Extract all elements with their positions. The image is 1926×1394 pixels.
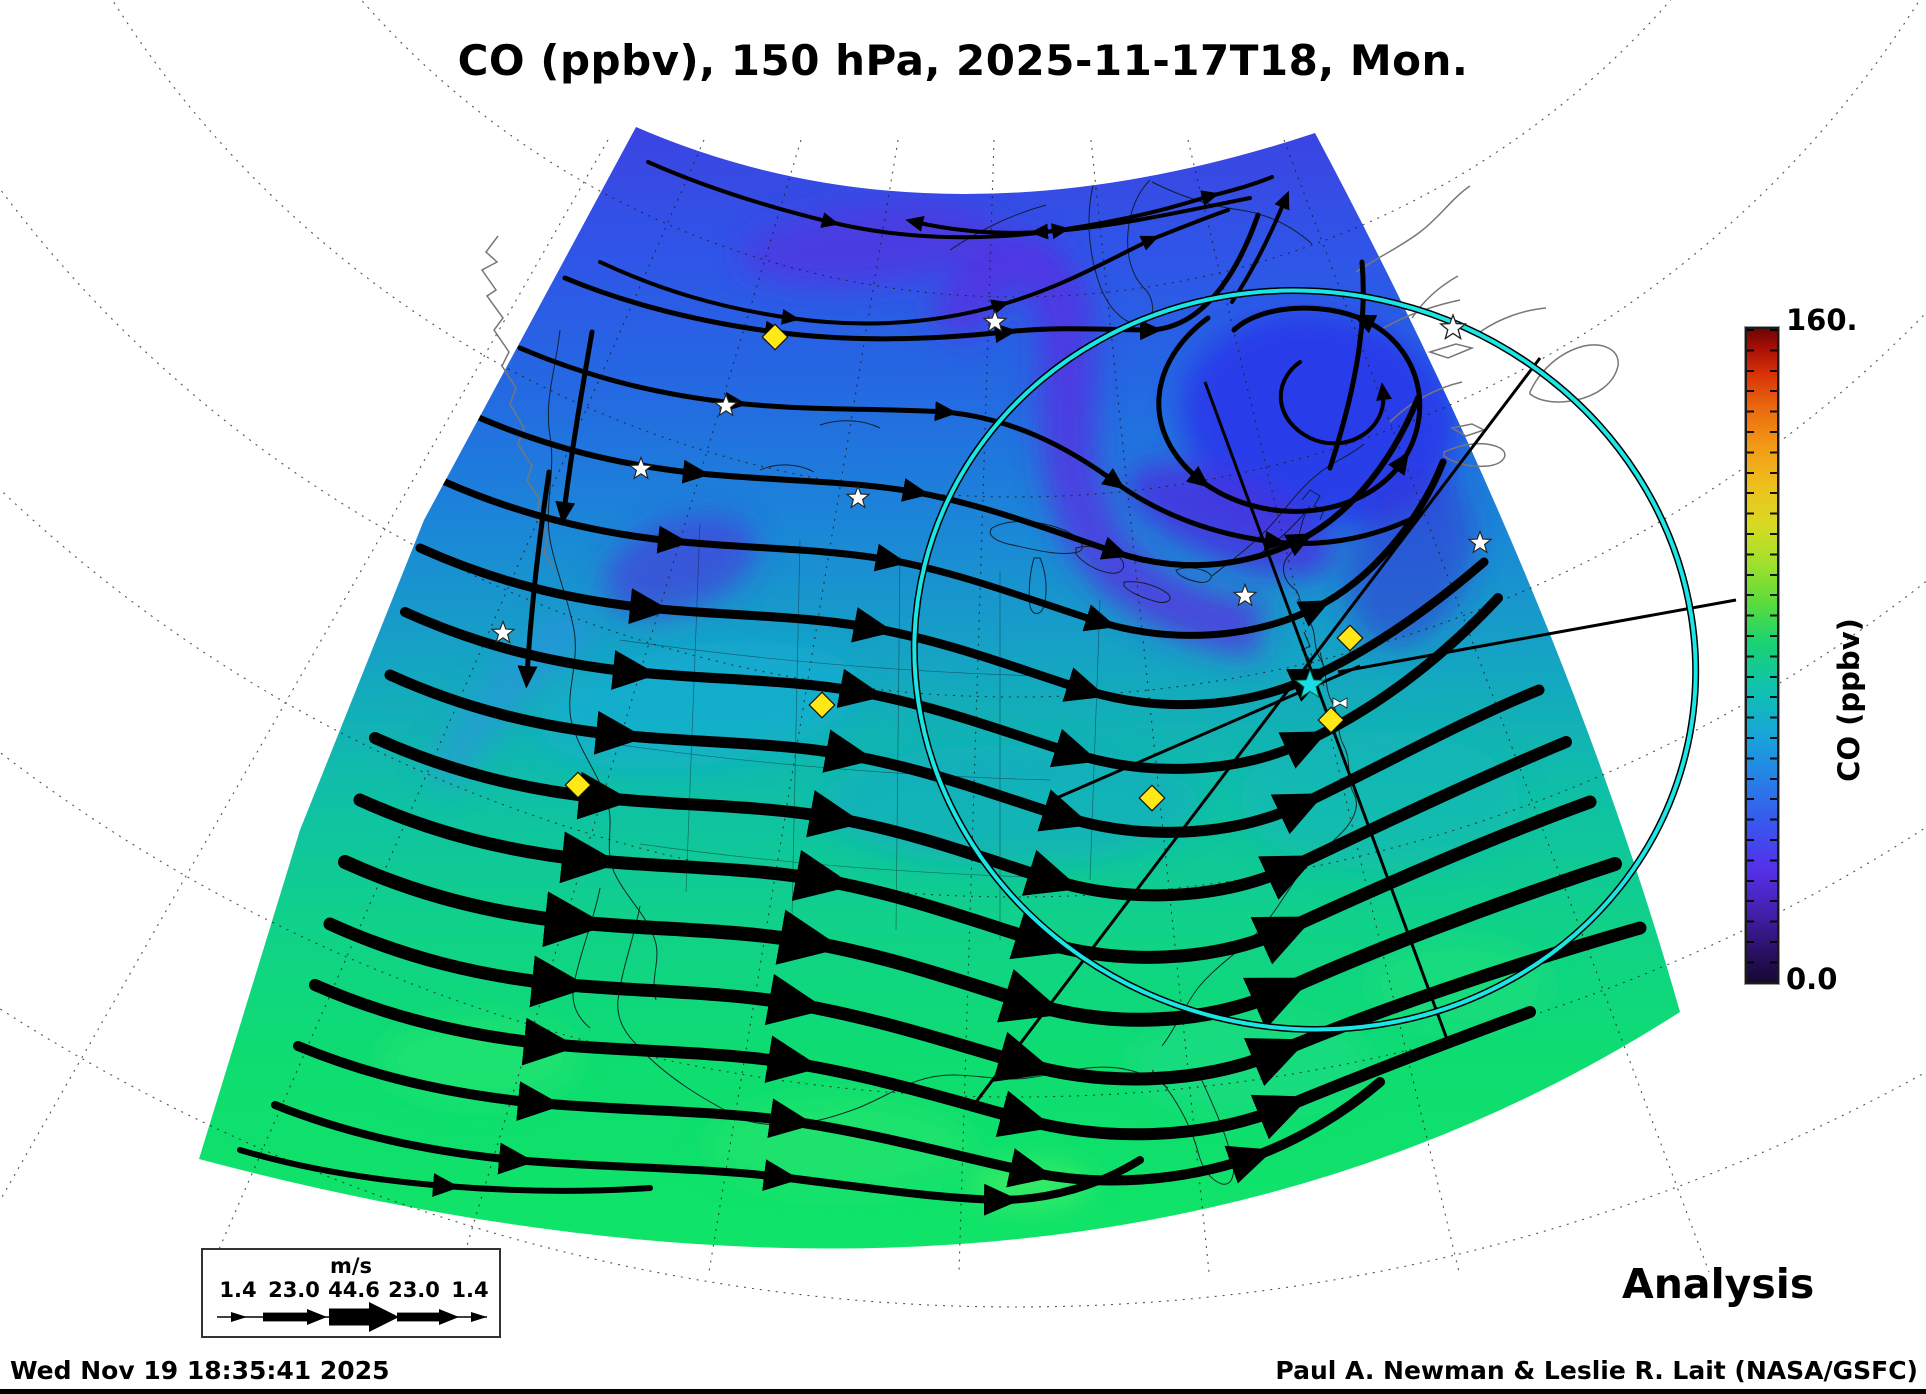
colorbar-min-label: 0.0	[1786, 962, 1838, 996]
wind-legend-value-4: 23.0	[388, 1278, 440, 1302]
site-markers	[491, 309, 1492, 812]
wind-legend-value-1: 1.4	[219, 1278, 257, 1302]
wind-legend-value-3: 44.6	[328, 1278, 380, 1302]
colorbar	[1744, 326, 1780, 985]
yellow-diamond-markers	[564, 323, 1364, 812]
colorbar-axis-label: CO (ppbv)	[1832, 618, 1866, 782]
wind-speed-arrow-glyph	[217, 1302, 487, 1332]
white-bowtie-marker	[1332, 697, 1348, 709]
wind-legend-value-2: 23.0	[268, 1278, 320, 1302]
wind-legend-value-5: 1.4	[451, 1278, 489, 1302]
window-bottom-edge	[0, 1389, 1926, 1394]
wind-speed-legend: m/s 1.4 23.0 44.6 23.0 1.4	[201, 1248, 501, 1338]
colorbar-ticks-left	[1747, 329, 1754, 982]
mode-label: Analysis	[1622, 1260, 1815, 1308]
wind-streamlines	[237, 160, 1647, 1216]
page-title: CO (ppbv), 150 hPa, 2025-11-17T18, Mon.	[457, 36, 1469, 85]
creation-timestamp: Wed Nov 19 18:35:41 2025	[10, 1356, 390, 1385]
colorbar-ticks-right	[1770, 329, 1777, 982]
colorbar-max-label: 160.	[1786, 303, 1858, 337]
wind-legend-units: m/s	[329, 1254, 373, 1278]
range-ring	[910, 287, 1700, 1033]
credit-line: Paul A. Newman & Leslie R. Lait (NASA/GS…	[1275, 1356, 1918, 1385]
